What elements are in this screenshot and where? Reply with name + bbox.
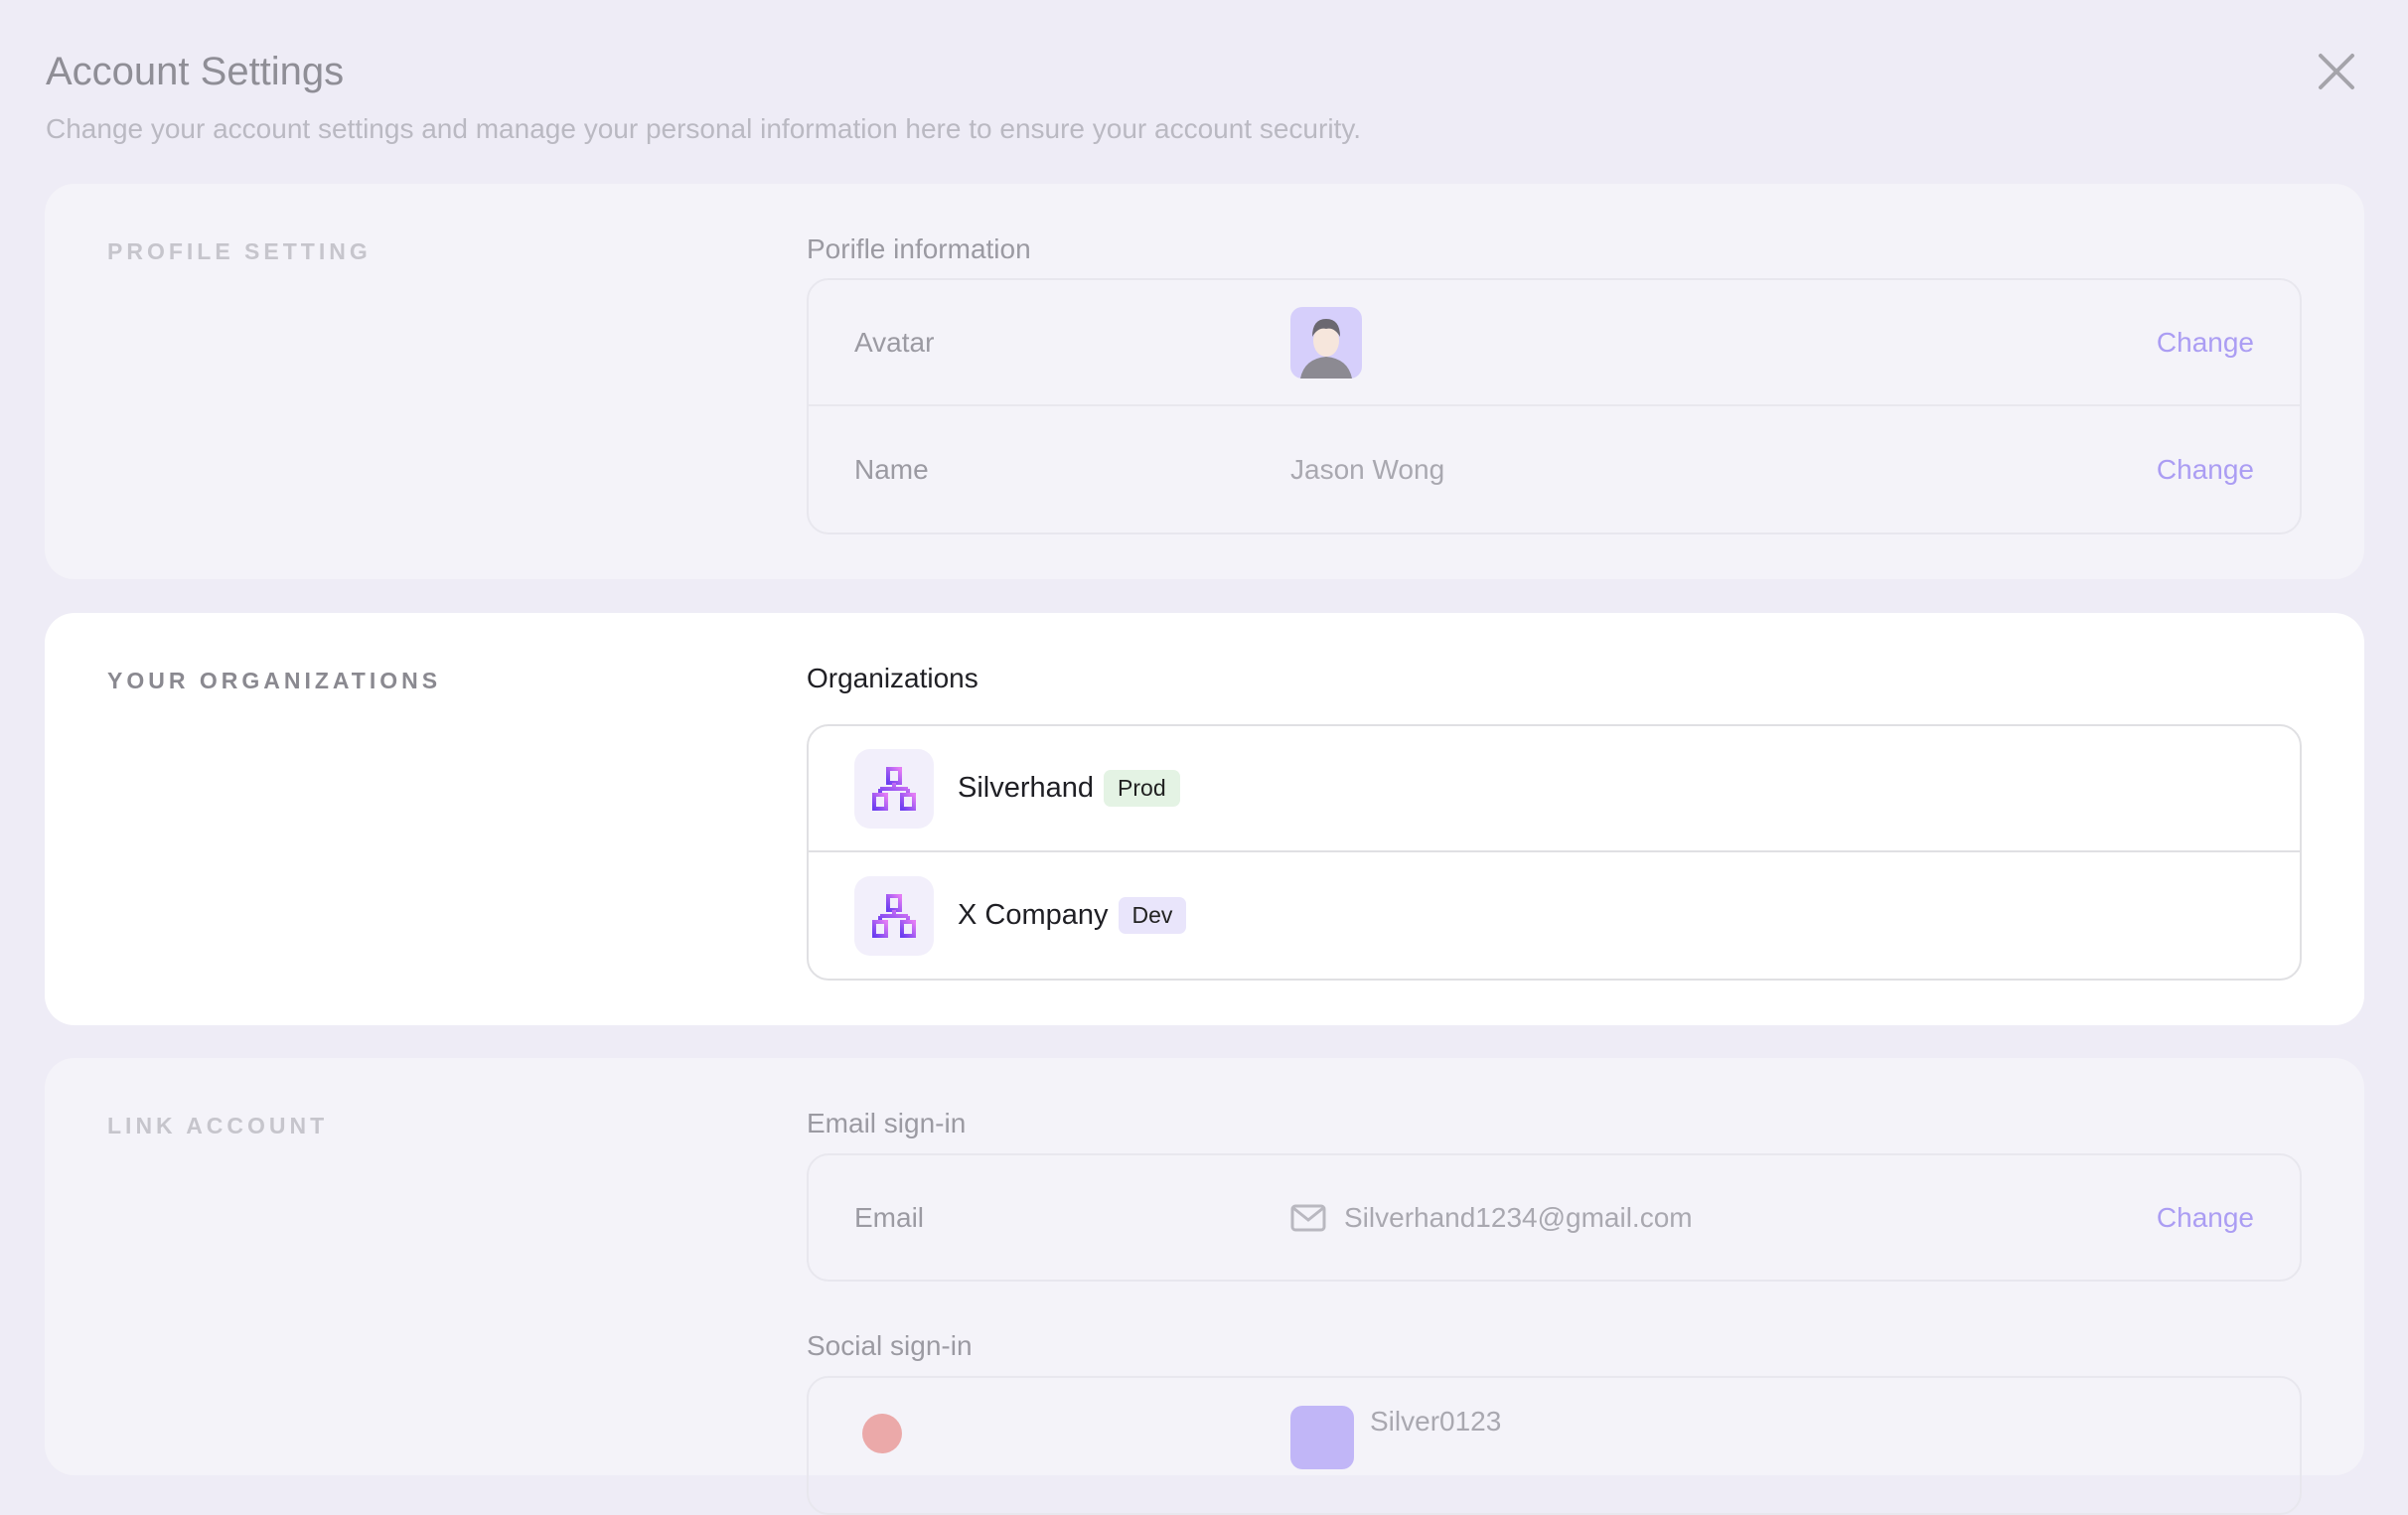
org-name: X Company <box>958 899 1109 931</box>
env-badge: Dev <box>1118 897 1187 934</box>
org-item[interactable]: Silverhand Prod <box>809 726 2300 852</box>
name-row: Name Jason Wong Change <box>809 406 2300 532</box>
section-label: LINK ACCOUNT <box>107 1113 329 1138</box>
row-label: Name <box>854 453 929 485</box>
organizations-list: Silverhand Prod X Company Dev <box>807 724 2302 981</box>
avatar <box>1290 306 1362 379</box>
avatar-row: Avatar Change <box>809 280 2300 406</box>
org-item[interactable]: X Company Dev <box>809 852 2300 979</box>
organizations-card: YOUR ORGANIZATIONS Organizations Silverh… <box>45 613 2364 1025</box>
avatar-image-icon <box>1290 306 1362 379</box>
email-row: Email Silverhand1234@gmail.com Change <box>809 1155 2300 1280</box>
social-provider-icon <box>862 1414 902 1453</box>
close-icon[interactable] <box>2317 52 2356 91</box>
link-account-card: LINK ACCOUNT Email sign-in Email Silverh… <box>45 1058 2364 1515</box>
social-box: Silver0123 <box>807 1376 2302 1515</box>
social-username: Silver0123 <box>1370 1406 1502 1437</box>
organization-icon <box>854 875 934 956</box>
organization-icon <box>854 748 934 829</box>
page-title: Account Settings <box>46 50 345 93</box>
change-avatar-button[interactable]: Change <box>2156 326 2254 358</box>
row-label: Avatar <box>854 326 935 358</box>
change-email-button[interactable]: Change <box>2156 1201 2254 1233</box>
org-name: Silverhand <box>958 772 1095 804</box>
row-label: Email <box>854 1201 925 1233</box>
mail-icon <box>1290 1204 1326 1231</box>
social-signin-title: Social sign-in <box>807 1330 973 1361</box>
profile-info-title: Porifle information <box>807 233 1031 264</box>
name-value: Jason Wong <box>1290 453 1445 485</box>
organizations-title: Organizations <box>807 663 978 693</box>
email-box: Email Silverhand1234@gmail.com Change <box>807 1153 2302 1282</box>
env-badge: Prod <box>1104 770 1180 807</box>
profile-info-box: Avatar Change Name Jason Wong Change <box>807 278 2302 534</box>
page-subtitle: Change your account settings and manage … <box>46 113 1362 144</box>
section-label: YOUR ORGANIZATIONS <box>107 668 442 693</box>
email-value: Silverhand1234@gmail.com <box>1344 1201 1693 1233</box>
social-avatar <box>1290 1406 1354 1469</box>
profile-setting-card: PROFILE SETTING Porifle information Avat… <box>45 184 2364 579</box>
email-signin-title: Email sign-in <box>807 1108 967 1138</box>
change-name-button[interactable]: Change <box>2156 453 2254 485</box>
section-label: PROFILE SETTING <box>107 238 372 264</box>
